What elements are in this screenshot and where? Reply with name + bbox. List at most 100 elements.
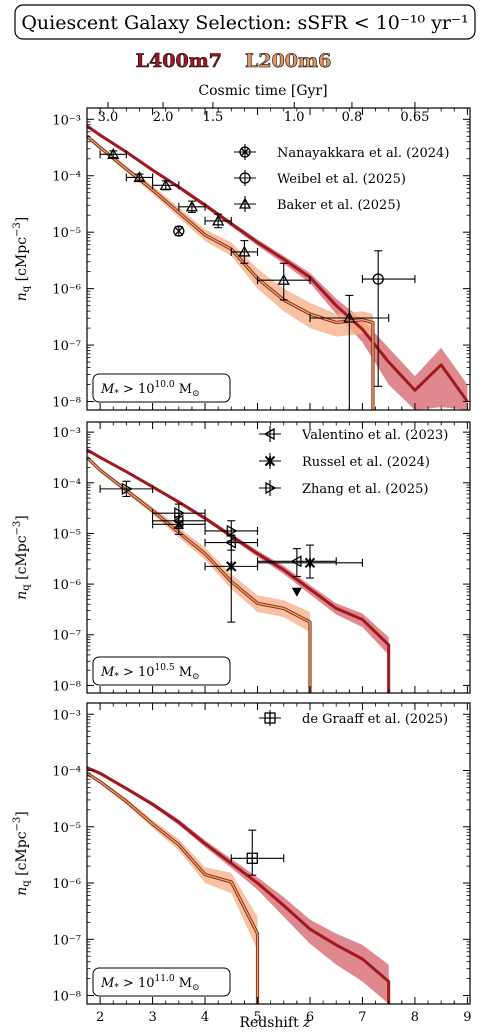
legend-sim-l400m7: L400m7 xyxy=(136,50,222,72)
y-tick-label: 10⁻⁴ xyxy=(52,765,81,780)
x-tick-label: 2 xyxy=(96,1010,104,1025)
x-tick-label: 9 xyxy=(463,1010,471,1025)
mass-label-box xyxy=(92,967,231,997)
y-tick-label: 10⁻⁵ xyxy=(52,226,81,241)
chart-panels: 10⁻³ 10⁻⁴ 10⁻⁵ 10⁻⁶ 10⁻⁷ 10⁻⁸ nq [cMpc−3] M* > … xyxy=(12,107,472,1025)
mass-label: M* > 1010.0 M⊙ xyxy=(100,380,200,399)
panel-3: 10⁻³ 10⁻⁴ 10⁻⁵ 10⁻⁶ 10⁻⁷ 10⁻⁸ 2 3 4 5 6 7 8 9 nq [cMpc… xyxy=(12,702,472,1025)
y-tick-label: 10⁻³ xyxy=(52,113,81,128)
legend-entry: de Graaff et al. (2025) xyxy=(259,710,448,727)
mass-label-box xyxy=(92,373,231,403)
legend-label: Russel et al. (2024) xyxy=(302,455,430,470)
marker-circle xyxy=(173,225,185,237)
marker-cross xyxy=(174,227,183,236)
y-tick-label: 10⁻⁶ xyxy=(52,578,81,593)
marker-triangle-left xyxy=(263,427,275,441)
marker-triangle-up xyxy=(238,245,251,257)
legend-entry: Valentino et al. (2023) xyxy=(259,426,448,443)
y-tick-label: 10⁻⁸ xyxy=(52,679,81,694)
marker-triangle-left xyxy=(290,555,302,568)
top-tick-label: 0.8 xyxy=(342,110,363,125)
data-point xyxy=(99,480,154,498)
title-box: Quiescent Galaxy Selection: sSFR < 10⁻¹⁰… xyxy=(14,4,476,40)
marker-plus xyxy=(265,713,275,723)
y-tick-label: 10⁻⁶ xyxy=(52,283,81,298)
legend-label: Weibel et al. (2025) xyxy=(277,172,406,187)
band-l400m7 xyxy=(87,124,468,410)
marker-circle xyxy=(239,172,251,184)
top-axis-ticks: 3.0 2.0 1.5 1.0 0.8 0.65 xyxy=(98,102,429,125)
top-tick-label: 2.0 xyxy=(153,110,174,125)
top-tick-label: 1.5 xyxy=(203,110,224,125)
marker-triangle-up xyxy=(185,200,199,212)
data-point xyxy=(361,250,416,387)
marker-x xyxy=(226,561,237,572)
plot-frame xyxy=(86,107,471,411)
data-point xyxy=(230,829,285,876)
y-axis-label: nq [cMpc−3] xyxy=(12,515,32,600)
x-tick-label: 5 xyxy=(253,1010,261,1025)
marker-triangle-right xyxy=(265,481,277,495)
legend-entry: Russel et al. (2024) xyxy=(259,453,430,470)
legend-label: Nanayakkara et al. (2024) xyxy=(277,146,449,161)
y-tick-label: 10⁻⁵ xyxy=(52,821,81,836)
marker-triangle-right xyxy=(174,507,186,520)
y-axis-label: nq [cMpc−3] xyxy=(12,811,32,896)
top-tick-label: 1.0 xyxy=(284,110,305,125)
marker-triangle-up xyxy=(212,214,225,226)
data-point xyxy=(178,200,206,213)
legend-label: Baker et al. (2025) xyxy=(277,198,401,213)
legend-entry: Baker et al. (2025) xyxy=(234,196,401,213)
data-point xyxy=(152,178,180,191)
panel-2: 10⁻³ 10⁻⁴ 10⁻⁵ 10⁻⁶ 10⁻⁷ 10⁻⁸ nq [cMpc−3] M* > … xyxy=(12,421,471,694)
y-tick-label: 10⁻⁴ xyxy=(52,477,81,492)
marker-triangle-up xyxy=(107,147,120,159)
x-tick-label: 3 xyxy=(148,1010,156,1025)
y-axis-label: nq [cMpc−3] xyxy=(12,217,32,302)
top-tick-label: 0.65 xyxy=(400,110,429,125)
x-tick-label: 6 xyxy=(306,1010,314,1025)
panel-1: 10⁻³ 10⁻⁴ 10⁻⁵ 10⁻⁶ 10⁻⁷ 10⁻⁸ nq [cMpc−3] M* > … xyxy=(12,107,471,411)
marker-plus xyxy=(247,853,258,864)
band-l400m7 xyxy=(87,766,389,1004)
legend-label: Valentino et al. (2023) xyxy=(301,428,448,443)
data-point xyxy=(256,262,311,301)
marker-triangle-down xyxy=(291,587,302,597)
marker-x xyxy=(304,557,316,569)
mass-label: M* > 1010.5 M⊙ xyxy=(100,663,200,682)
y-tick-label: 10⁻⁵ xyxy=(52,527,81,542)
data-point xyxy=(230,240,259,264)
line-l400m7 xyxy=(87,766,391,1004)
plot-area xyxy=(87,448,391,693)
marker-triangle-up xyxy=(133,171,146,183)
data-point xyxy=(256,544,363,579)
y-tick-label: 10⁻⁷ xyxy=(52,629,81,644)
marker-triangle-right xyxy=(226,524,238,538)
top-tick-label: 3.0 xyxy=(98,110,119,125)
x-tick-label: 4 xyxy=(201,1010,209,1025)
legend-label: Zhang et al. (2025) xyxy=(302,482,428,497)
y-tick-label: 10⁻⁷ xyxy=(52,339,81,354)
band-l200m6 xyxy=(87,771,258,1004)
x-axis-label: Redshift z xyxy=(239,1015,311,1031)
data-point xyxy=(173,225,185,237)
y-tick-label: 10⁻⁸ xyxy=(52,990,81,1005)
marker-circle xyxy=(239,146,251,158)
line-l200m6 xyxy=(87,135,374,410)
x-tick-label: 8 xyxy=(411,1010,419,1025)
marker-cross xyxy=(241,148,249,156)
legend-entry: Zhang et al. (2025) xyxy=(259,480,428,497)
marker-triangle-up xyxy=(238,197,252,209)
marker-triangle-up xyxy=(277,273,290,285)
marker-triangle-up xyxy=(343,311,356,323)
marker-triangle-right xyxy=(121,482,133,495)
legend-label: de Graaff et al. (2025) xyxy=(302,712,448,727)
data-point xyxy=(291,587,302,597)
data-point xyxy=(125,171,154,183)
mass-label: M* > 1011.0 M⊙ xyxy=(100,974,200,993)
marker-triangle-up xyxy=(159,178,172,190)
line-l200m6 xyxy=(87,456,311,693)
mass-label-box xyxy=(92,656,231,686)
line-l400m7 xyxy=(87,124,469,403)
